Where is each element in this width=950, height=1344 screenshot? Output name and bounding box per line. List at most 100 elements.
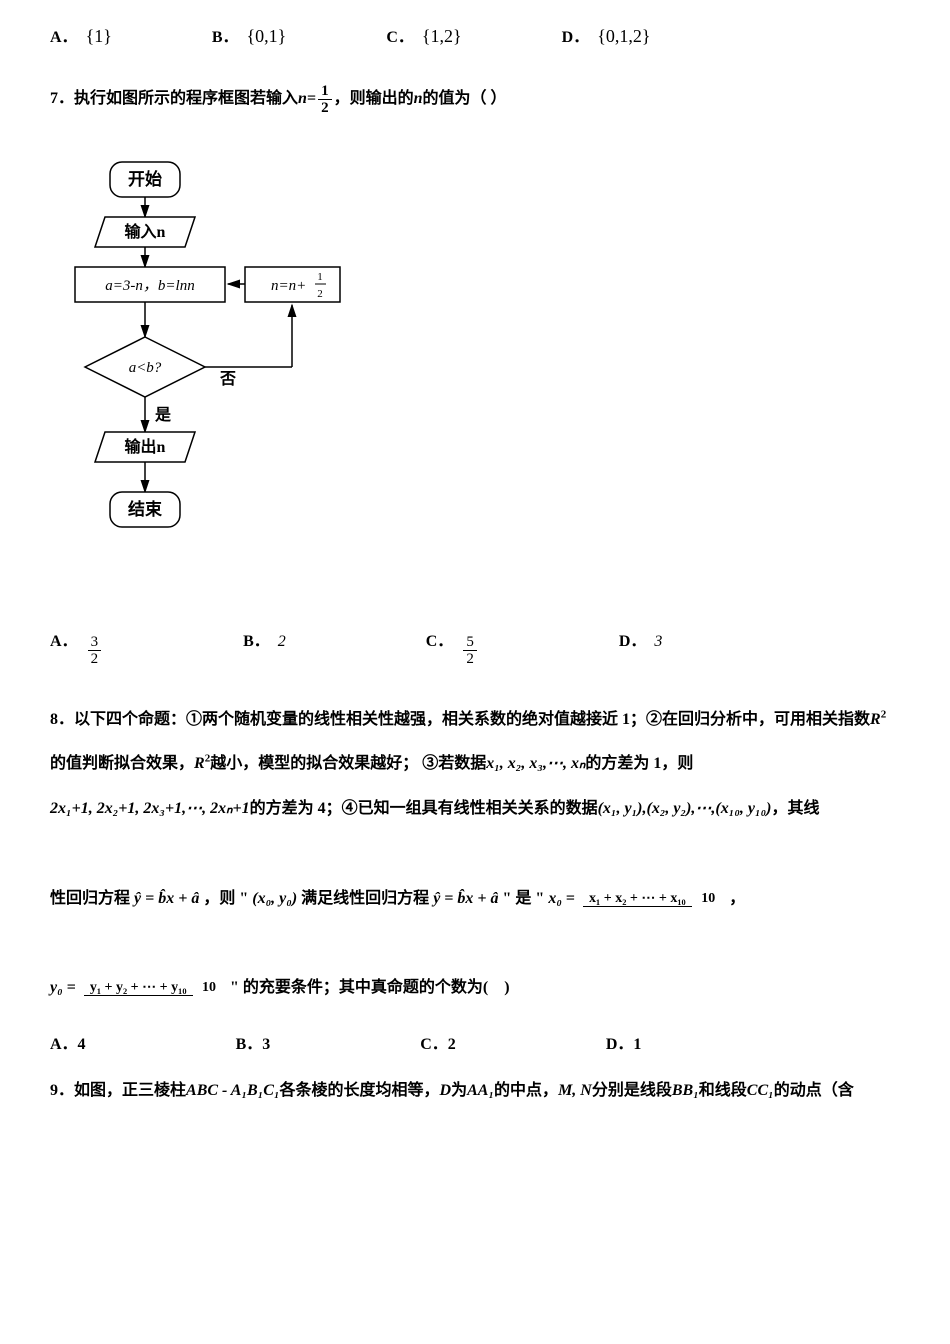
option-d-value: {0,1,2} — [597, 20, 650, 52]
q7-opt-c-num: 5 — [463, 634, 477, 652]
q7-text-after: ，则输出的 — [334, 85, 414, 114]
q7-option-c: C． 5 2 — [426, 628, 479, 668]
q8-y0: y₀ — [50, 979, 63, 996]
q7-opt-a-num: 3 — [88, 634, 102, 652]
q9-text3: 为 — [451, 1082, 467, 1099]
q7-options-row: A． 3 2 B． 2 C． 5 2 D． 3 — [50, 628, 900, 668]
q7-var-n: n — [298, 85, 307, 114]
q7-opt-d-value: 3 — [654, 628, 662, 657]
q9-aa1: AA₁ — [467, 1082, 494, 1099]
q7-opt-a-label: A． — [50, 628, 78, 657]
q9-text6: 和线段 — [699, 1082, 747, 1099]
q7-equals: = — [307, 85, 316, 114]
q7-var-n2: n — [414, 85, 423, 114]
q7-frac-den: 2 — [318, 100, 332, 117]
q9-text2: 各条棱的长度均相等， — [280, 1082, 440, 1099]
option-b: B． {0,1} — [212, 20, 286, 53]
q8-pairs: (x₁, y₁),(x₂, y₂),⋯,(x₁₀, y₁₀) — [598, 800, 772, 817]
flowchart-input: 输入n — [125, 222, 166, 241]
q8-options-row: A．4 B．3 C．2 D．1 — [50, 1031, 900, 1060]
flowchart-end: 结束 — [128, 499, 162, 519]
q9-text1: 如图，正三棱柱 — [74, 1082, 186, 1099]
option-b-value: {0,1} — [247, 20, 287, 52]
q8-text3: 越小，模型的拟合效果越好； ③若数据 — [210, 755, 486, 772]
q8-data-seq: x₁, x₂, x₃,⋯, xₙ — [486, 755, 585, 772]
q8-opt-d: D．1 — [606, 1031, 642, 1060]
svg-text:n=n+: n=n+ — [271, 278, 306, 294]
flowchart-inc-num: 1 — [317, 271, 323, 283]
option-c-value: {1,2} — [422, 20, 462, 52]
q8-question: 8．以下四个命题：①两个随机变量的线性相关性越强，相关系数的绝对值越接近 1；②… — [50, 698, 900, 1012]
q8-eq2: ŷ = b̂x + â — [433, 890, 498, 907]
flowchart-condition: a<b? — [129, 360, 162, 376]
q8-y0-frac: y₁ + y₂ + ⋯ + y₁₀ 10 — [84, 980, 222, 997]
q7-number: 7． — [50, 85, 74, 114]
q8-r2-sup: 2 — [881, 708, 887, 720]
q7-text-before: 执行如图所示的程序框图若输入 — [74, 85, 298, 114]
q9-prism: ABC - A₁B₁C₁ — [186, 1082, 280, 1099]
q7-opt-b-label: B． — [243, 628, 270, 657]
q8-text8: ，则 " — [203, 890, 248, 907]
q8-eq1: ŷ = b̂x + â — [134, 890, 199, 907]
q9-bb1: BB₁ — [672, 1082, 699, 1099]
q7-opt-a-den: 2 — [88, 651, 102, 668]
option-a-label: A． — [50, 24, 78, 53]
q8-text12: " 的充要条件；其中真命题的个数为( ) — [230, 979, 510, 996]
flowchart-start: 开始 — [128, 169, 162, 189]
q9-d: D — [440, 1082, 452, 1099]
q9-mn: M, N — [558, 1082, 592, 1099]
option-c-label: C． — [386, 24, 414, 53]
flowchart-yes: 是 — [154, 406, 171, 424]
option-d-label: D． — [562, 24, 590, 53]
q8-text7: 性回归方程 — [50, 890, 130, 907]
q7-opt-c-frac: 5 2 — [463, 634, 477, 668]
flowchart-assign: a=3-n，b=lnn — [105, 278, 194, 294]
q9-cc1: CC₁ — [747, 1082, 774, 1099]
q8-r2: R — [870, 711, 881, 728]
q7-option-a: A． 3 2 — [50, 628, 103, 668]
q8-text10: " 是 " — [503, 890, 545, 907]
q9-text7: 的动点（含 — [774, 1082, 854, 1099]
q8-opt-b: B．3 — [236, 1031, 271, 1060]
q7-opt-a-frac: 3 2 — [88, 634, 102, 668]
q9-question: 9．如图，正三棱柱ABC - A₁B₁C₁各条棱的长度均相等，D为AA₁的中点，… — [50, 1075, 900, 1107]
q8-x0-frac: x₁ + x₂ + ⋯ + x₁₀ 10 — [583, 891, 721, 908]
q7-opt-b-value: 2 — [278, 628, 286, 657]
q8-y0-num: y₁ + y₂ + ⋯ + y₁₀ — [84, 980, 193, 996]
q7-text-end: 的值为（ ） — [422, 85, 506, 114]
q8-opt-a: A．4 — [50, 1031, 86, 1060]
q7-option-d: D． 3 — [619, 628, 663, 668]
option-a: A． {1} — [50, 20, 112, 53]
q8-number: 8． — [50, 711, 74, 728]
q7-opt-c-den: 2 — [463, 651, 477, 668]
q8-text6: ，其线 — [772, 800, 820, 817]
flowchart-inc-den: 2 — [317, 288, 323, 300]
q9-number: 9． — [50, 1082, 74, 1099]
flowchart-increment: n=n+ — [271, 278, 306, 294]
q9-text4: 的中点， — [494, 1082, 558, 1099]
q8-x0: x₀ — [548, 890, 562, 907]
q8-text2: 的值判断拟合效果， — [50, 755, 194, 772]
q7-question: 7． 执行如图所示的程序框图若输入 n = 1 2 ，则输出的 n 的值为（ ） — [50, 83, 900, 117]
option-b-label: B． — [212, 24, 239, 53]
q7-option-b: B． 2 — [243, 628, 286, 668]
q8-text9: 满足线性回归方程 — [301, 890, 429, 907]
q7-fraction: 1 2 — [318, 83, 332, 117]
q8-x0-den: 10 — [695, 891, 721, 906]
q8-text1: 以下四个命题：①两个随机变量的线性相关性越强，相关系数的绝对值越接近 1；②在回… — [74, 711, 870, 728]
q7-opt-d-label: D． — [619, 628, 647, 657]
flowchart-output: 输出n — [125, 437, 166, 456]
q8-data-seq2: 2x₁+1, 2x₂+1, 2x₃+1,⋯, 2xₙ+1 — [50, 800, 250, 817]
option-a-value: {1} — [86, 20, 112, 52]
q6-options-row: A． {1} B． {0,1} C． {1,2} D． {0,1,2} — [50, 20, 900, 53]
flowchart-no: 否 — [219, 370, 236, 388]
q8-x0-num: x₁ + x₂ + ⋯ + x₁₀ — [583, 891, 692, 907]
option-c: C． {1,2} — [386, 20, 461, 53]
q8-r2b: R — [194, 755, 205, 772]
q8-opt-c: C．2 — [420, 1031, 456, 1060]
q8-point: (x₀, y₀) — [252, 890, 297, 907]
q9-text5: 分别是线段 — [592, 1082, 672, 1099]
q8-text5: 的方差为 4；④已知一组具有线性相关关系的数据 — [250, 800, 598, 817]
q7-opt-c-label: C． — [426, 628, 454, 657]
q8-text4: 的方差为 1，则 — [585, 755, 693, 772]
